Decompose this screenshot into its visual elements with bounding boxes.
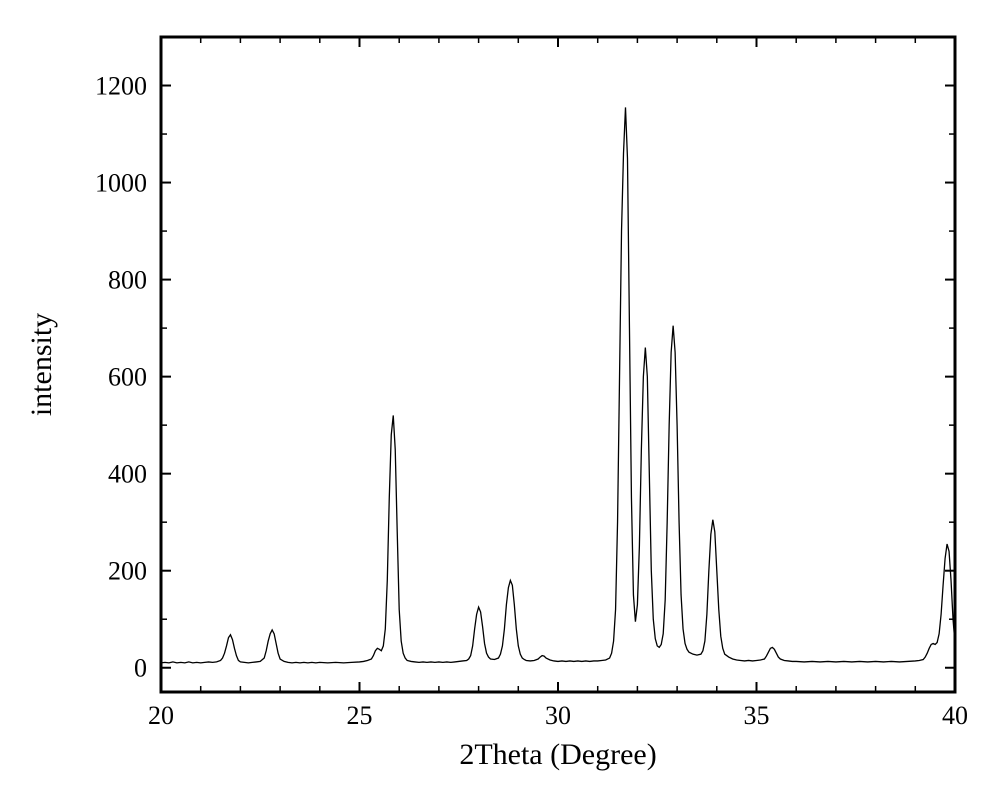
xrd-chart: 20253035400200400600800100012002Theta (D… xyxy=(0,0,1000,806)
y-tick-label: 600 xyxy=(108,363,147,392)
x-tick-label: 40 xyxy=(942,701,968,730)
y-tick-label: 0 xyxy=(134,654,147,683)
x-axis-label: 2Theta (Degree) xyxy=(459,738,656,771)
y-tick-label: 1200 xyxy=(95,72,147,101)
x-tick-label: 20 xyxy=(148,701,174,730)
y-axis-label: intensity xyxy=(25,313,58,416)
chart-svg: 20253035400200400600800100012002Theta (D… xyxy=(0,0,1000,806)
y-tick-label: 400 xyxy=(108,460,147,489)
x-tick-label: 30 xyxy=(545,701,571,730)
y-tick-label: 200 xyxy=(108,557,147,586)
y-tick-label: 800 xyxy=(108,266,147,295)
x-tick-label: 25 xyxy=(347,701,373,730)
x-tick-label: 35 xyxy=(744,701,770,730)
y-tick-label: 1000 xyxy=(95,169,147,198)
